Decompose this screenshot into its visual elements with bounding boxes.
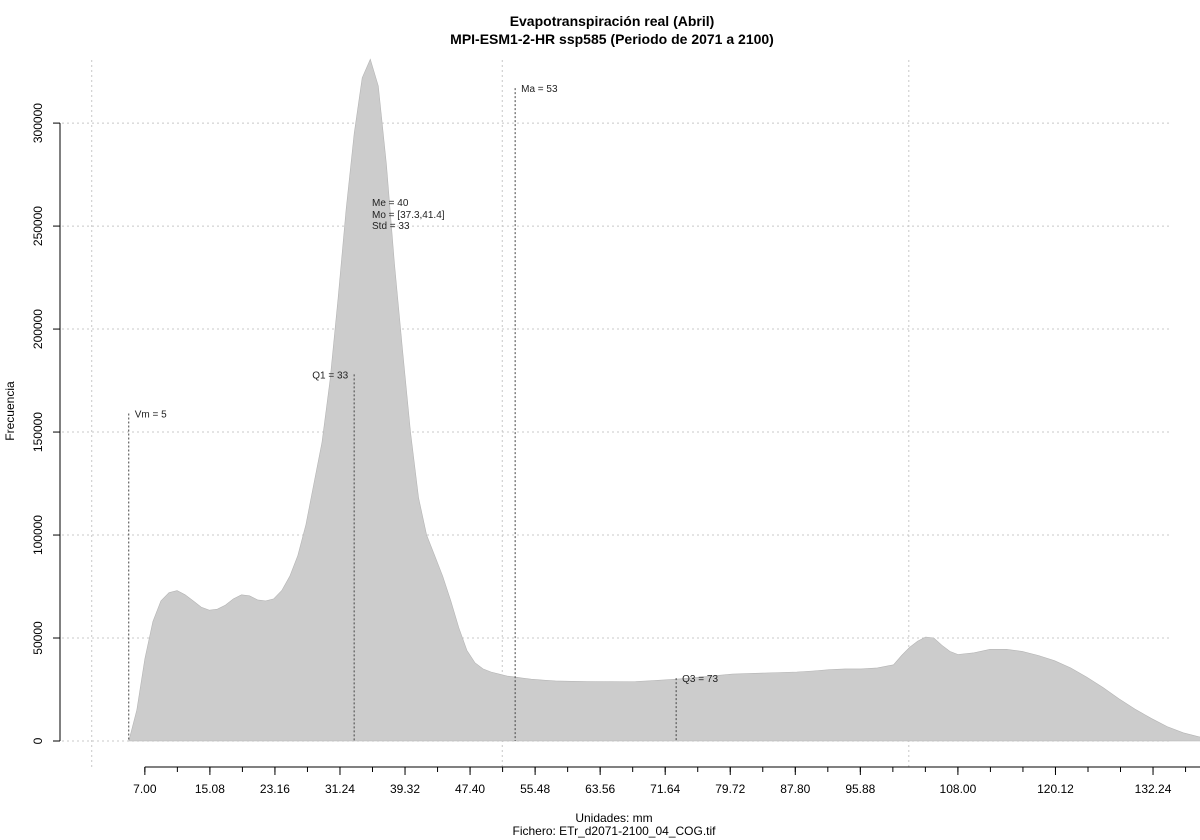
y-tick-label: 100000 bbox=[31, 515, 45, 555]
x-tick-label: 71.64 bbox=[650, 782, 680, 796]
chart-title: Evapotranspiración real (Abril) bbox=[510, 13, 715, 29]
x-tick-label: 108.00 bbox=[940, 782, 977, 796]
density-area bbox=[128, 58, 1200, 742]
x-tick-label: 31.24 bbox=[325, 782, 355, 796]
stat-std: Std = 33 bbox=[372, 221, 410, 232]
x-tick-label: 47.40 bbox=[455, 782, 485, 796]
x-tick-label: 95.88 bbox=[845, 782, 875, 796]
x-tick-label: 15.08 bbox=[195, 782, 225, 796]
x-tick-label: 39.32 bbox=[390, 782, 420, 796]
x-tick-label: 120.12 bbox=[1037, 782, 1074, 796]
file-footer: Fichero: ETr_d2071-2100_04_COG.tif bbox=[513, 824, 717, 838]
ref-label-vm: Vm = 5 bbox=[135, 410, 167, 421]
x-tick-label: 63.56 bbox=[585, 782, 615, 796]
stat-median: Me = 40 bbox=[372, 198, 409, 209]
ref-label-q1: Q1 = 33 bbox=[312, 370, 348, 381]
ref-label-q3: Q3 = 73 bbox=[682, 674, 718, 685]
x-tick-label: 7.00 bbox=[133, 782, 157, 796]
ref-label-ma: Ma = 53 bbox=[521, 84, 558, 95]
y-tick-label: 150000 bbox=[31, 412, 45, 452]
y-tick-label: 0 bbox=[31, 737, 45, 744]
chart-subtitle: MPI-ESM1-2-HR ssp585 (Periodo de 2071 a … bbox=[450, 31, 774, 47]
x-axis-label: Unidades: mm bbox=[575, 811, 652, 825]
y-tick-label: 250000 bbox=[31, 206, 45, 246]
x-tick-label: 55.48 bbox=[520, 782, 550, 796]
x-tick-label: 132.24 bbox=[1135, 782, 1172, 796]
y-tick-label: 300000 bbox=[31, 103, 45, 143]
y-tick-label: 200000 bbox=[31, 309, 45, 349]
x-tick-label: 23.16 bbox=[260, 782, 290, 796]
y-tick-label: 50000 bbox=[31, 621, 45, 655]
y-axis-label: Frecuencia bbox=[3, 381, 17, 441]
x-tick-label: 87.80 bbox=[780, 782, 810, 796]
x-tick-label: 79.72 bbox=[715, 782, 745, 796]
stat-mode: Mo = [37.3,41.4] bbox=[372, 210, 445, 221]
x-axis: 7.00 15.08 23.16 31.24 39.32 47.40 55.48 63.56 7… bbox=[133, 766, 1200, 796]
stats-annotation: Me = 40 Mo = [37.3,41.4] Std = 33 bbox=[372, 198, 445, 232]
y-axis: 0 50000 100000 150000 200000 250000 300000 bbox=[31, 103, 61, 744]
